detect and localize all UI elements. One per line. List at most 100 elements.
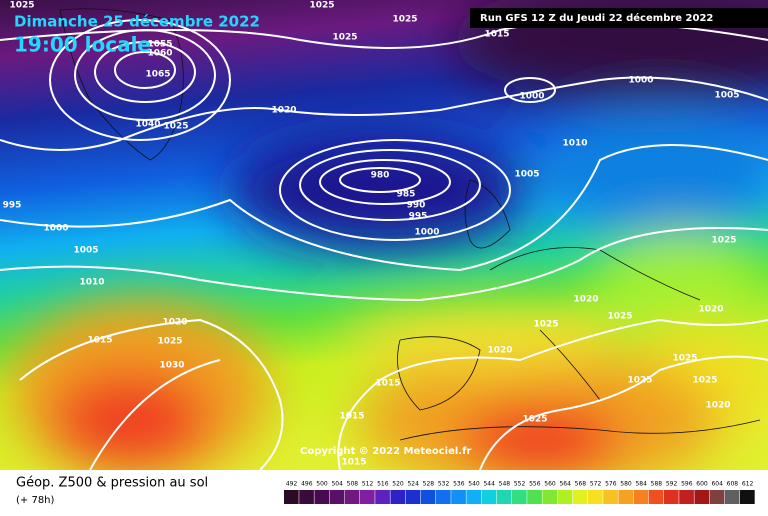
isobar-label: 1020: [698, 305, 723, 315]
colorbar-label: 500: [316, 481, 328, 488]
colorbar-label: 524: [407, 481, 419, 488]
colorbar-swatch: [512, 490, 527, 504]
colorbar-swatch: [588, 490, 603, 504]
isobar-label: 1010: [79, 278, 104, 288]
colorbar-label: 608: [727, 481, 739, 488]
colorbar-label: 532: [438, 481, 450, 488]
colorbar-label: 600: [696, 481, 708, 488]
colorbar-swatch: [436, 490, 451, 504]
isobar-label: 1025: [522, 415, 547, 425]
isobar-label: 1000: [43, 224, 68, 234]
isobar-label: 1020: [573, 295, 598, 305]
isobar-label: 1025: [9, 1, 34, 11]
isobar-label: 1020: [271, 106, 296, 116]
colorbar-label: 584: [635, 481, 647, 488]
isobar-label: 1025: [627, 376, 652, 386]
colorbar-label: 560: [544, 481, 556, 488]
colorbar-swatch: [496, 490, 512, 504]
date: Dimanche 25 décembre 2022: [14, 13, 260, 31]
colorbar-swatch: [390, 490, 406, 504]
colorbar-label: 496: [301, 481, 313, 488]
colorbar-label: 588: [651, 481, 663, 488]
run-info: Run GFS 12 Z du Jeudi 22 décembre 2022: [480, 12, 713, 24]
colorbar-swatch: [344, 490, 360, 504]
colorbar-label: 492: [286, 481, 298, 488]
colorbar-label: 528: [423, 481, 435, 488]
colorbar-label: 580: [620, 481, 632, 488]
isobar-label: 995: [409, 212, 428, 222]
isobar-label: 1060: [147, 49, 172, 59]
colorbar-label: 592: [666, 481, 678, 488]
colorbar-label: 516: [377, 481, 389, 488]
isobar-label: 1010: [562, 139, 587, 149]
isobar-label: 1015: [375, 379, 400, 389]
isobar-label: 1020: [487, 346, 512, 356]
isobar-label: 1015: [339, 412, 364, 422]
colorbar-label: 504: [331, 481, 343, 488]
colorbar-swatch: [451, 490, 466, 504]
colorbar-label: 508: [347, 481, 359, 488]
colorbar-label: 544: [483, 481, 495, 488]
colorbar-swatch: [542, 490, 558, 504]
colorbar-swatch: [527, 490, 542, 504]
isobar-label: 1005: [714, 91, 739, 101]
colorbar-swatch: [360, 490, 375, 504]
isobar-label: 1055: [147, 40, 172, 50]
isobar-label: 985: [397, 190, 416, 200]
colorbar-swatch: [329, 490, 345, 504]
colorbar-swatch: [648, 490, 664, 504]
colorbar-swatch: [618, 490, 634, 504]
colorbar-swatch: [557, 490, 573, 504]
isobars: [0, 19, 768, 471]
isobar-label: 1000: [628, 76, 653, 86]
isobar-label: 1005: [514, 170, 539, 180]
colorbar-swatch: [405, 490, 421, 504]
isobar-label: 1040: [135, 120, 160, 130]
isobar-label: 1000: [414, 228, 439, 238]
colorbar-swatch: [420, 490, 436, 504]
isobar-label: 1025: [309, 1, 334, 11]
colorbar-label: 604: [711, 481, 723, 488]
footer-lead: (+ 78h): [16, 495, 55, 506]
colorbar-swatch: [633, 490, 649, 504]
colorbar-label: 612: [742, 481, 754, 488]
colorbar-swatch: [664, 490, 679, 504]
colorbar-swatch: [299, 490, 314, 504]
colorbar-swatch: [314, 490, 330, 504]
colorbar-swatch: [572, 490, 588, 504]
colorbar-label: 552: [514, 481, 526, 488]
isobar-label: 1025: [332, 33, 357, 43]
isobar-label: 1025: [672, 354, 697, 364]
isobar-label: 1015: [87, 336, 112, 346]
isobar-label: 1065: [145, 70, 170, 80]
isobar-label: 1025: [157, 337, 182, 347]
isobar-label: 1025: [692, 376, 717, 386]
isobar-label: 1025: [711, 236, 736, 246]
colorbar-label: 568: [575, 481, 587, 488]
colorbar-label: 572: [590, 481, 602, 488]
isobar-label: 1030: [159, 361, 184, 371]
isobar-label: 1005: [73, 246, 98, 256]
colorbar-swatch: [694, 490, 710, 504]
colorbar-swatch: [740, 490, 755, 504]
footer-title: Géop. Z500 & pression au sol: [16, 476, 208, 491]
time: 19:00 locale: [14, 33, 151, 57]
colorbar-label: 576: [605, 481, 617, 488]
colorbar-label: 556: [529, 481, 541, 488]
colorbar-label: 596: [681, 481, 693, 488]
colorbar-label: 520: [392, 481, 404, 488]
isobar-label: 1015: [484, 30, 509, 40]
isobar-label: 980: [371, 171, 390, 181]
isobar-label: 1015: [341, 458, 366, 468]
colorbar-swatch: [679, 490, 694, 504]
run-box: [470, 8, 768, 28]
colorbar-swatch: [481, 490, 497, 504]
isobar-label: 1025: [163, 122, 188, 132]
colorbar-swatch: [284, 490, 299, 504]
isobar-label: 1020: [162, 318, 187, 328]
isobar-label: 1025: [607, 312, 632, 322]
colorbar-label: 536: [453, 481, 465, 488]
isobar-label: 1025: [533, 320, 558, 330]
